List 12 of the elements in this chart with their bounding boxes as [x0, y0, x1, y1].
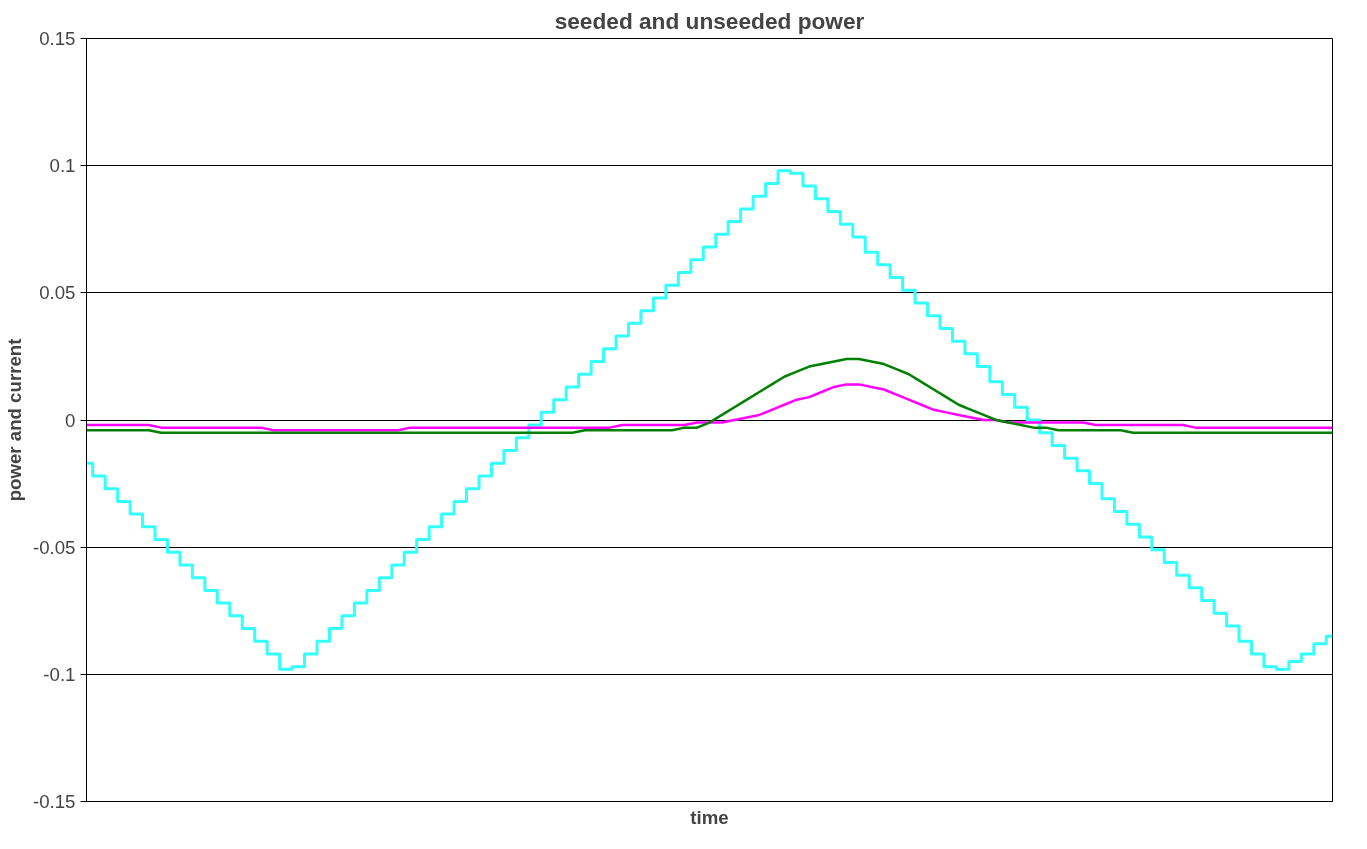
chart-title: seeded and unseeded power: [554, 7, 865, 34]
y-tick-label: 0.15: [39, 28, 76, 49]
line-series: [86, 357, 1333, 434]
y-tick-label: 0.1: [49, 155, 76, 177]
x-axis-title: time: [690, 806, 729, 828]
y-axis-title: power and current: [3, 338, 25, 502]
y-tick-label: -0.15: [32, 791, 76, 812]
y-tick-label: 0.05: [39, 282, 76, 304]
y-tick-label: -0.1: [43, 663, 76, 685]
y-tick-label: 0: [65, 409, 76, 431]
line-series: [86, 383, 1333, 432]
y-tick-label: -0.05: [32, 536, 76, 558]
